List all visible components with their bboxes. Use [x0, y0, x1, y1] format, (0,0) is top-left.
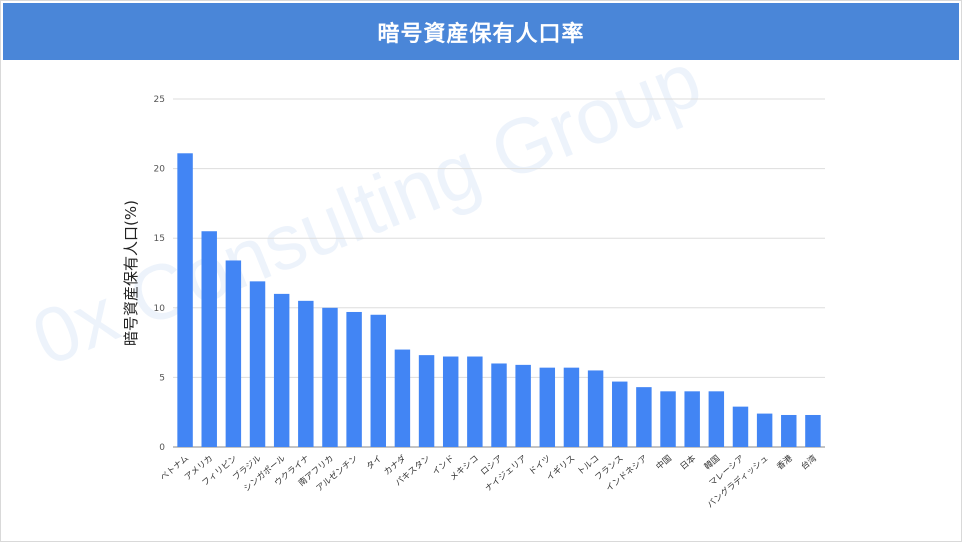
- x-tick-label: 中国: [654, 453, 674, 472]
- y-tick-label: 10: [154, 304, 166, 314]
- bar: [587, 370, 604, 447]
- bar: [273, 293, 290, 447]
- y-tick-label: 20: [154, 165, 166, 175]
- bar: [491, 363, 507, 447]
- bar: [805, 414, 821, 447]
- bar: [612, 381, 628, 447]
- bar: [781, 414, 797, 447]
- bar: [177, 153, 193, 447]
- y-tick-label: 0: [159, 443, 165, 453]
- bar: [201, 231, 217, 447]
- x-tick-label: タイ: [365, 454, 384, 473]
- bar: [684, 391, 700, 447]
- x-tick-label: 韓国: [702, 453, 722, 472]
- x-tick-label: 台湾: [799, 453, 819, 473]
- page-title: 暗号資産保有人口率: [377, 21, 585, 47]
- bar: [442, 356, 459, 447]
- bar: [660, 391, 676, 447]
- bar: [418, 355, 435, 447]
- bar: [298, 300, 314, 447]
- bar: [708, 391, 725, 447]
- bar: [563, 367, 580, 447]
- y-tick-label: 15: [154, 234, 165, 244]
- bar: [732, 406, 749, 447]
- bar: [225, 260, 242, 447]
- bar: [394, 349, 411, 447]
- x-tick-label: 香港: [775, 453, 795, 473]
- y-tick-label: 25: [154, 95, 165, 105]
- bar: [539, 367, 556, 447]
- bar: [467, 356, 483, 447]
- bar: [756, 413, 773, 447]
- bar: [346, 311, 362, 447]
- bar: [515, 364, 531, 447]
- bar: [322, 307, 338, 447]
- y-axis-label: 暗号資産保有人口(%): [122, 200, 140, 346]
- bar: [370, 314, 386, 447]
- title-bar: 暗号資産保有人口率: [3, 3, 959, 60]
- bar: [636, 387, 652, 447]
- x-tick-label: 日本: [678, 453, 698, 473]
- y-tick-label: 5: [159, 373, 165, 383]
- bar: [249, 281, 266, 447]
